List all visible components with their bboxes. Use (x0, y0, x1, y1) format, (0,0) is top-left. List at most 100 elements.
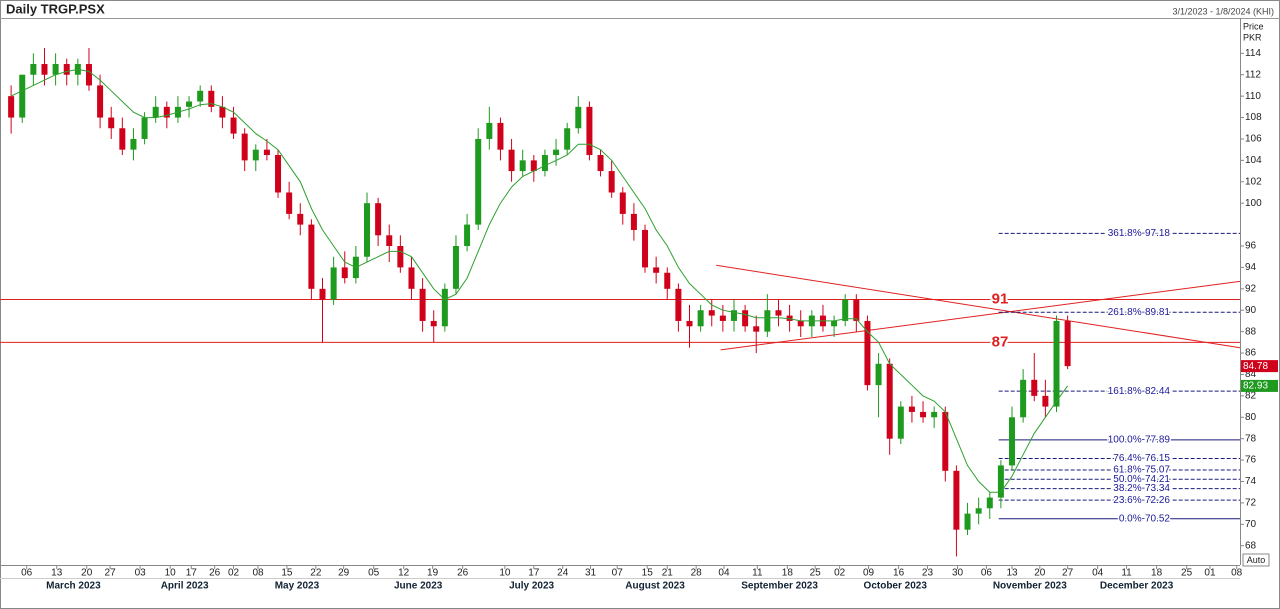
candle-body (363, 203, 370, 257)
candle-body (452, 246, 459, 289)
x-tick-label: 24 (557, 568, 569, 579)
fib-label: 23.6%-72.26 (1113, 495, 1170, 506)
fib-label: 361.8%-97.18 (1108, 228, 1171, 239)
fib-label: 261.8%-89.81 (1108, 307, 1171, 318)
candle-body (664, 272, 671, 289)
candle-body (263, 149, 270, 156)
fib-label: 0.0%-70.52 (1119, 513, 1171, 524)
level-label: 87 (992, 333, 1009, 350)
candle-body (41, 64, 48, 75)
candle-body (319, 288, 326, 300)
candle-body (1020, 379, 1027, 418)
candle-body (1042, 395, 1049, 407)
x-tick-label: 20 (1034, 568, 1046, 579)
x-tick-label: 15 (281, 568, 293, 579)
candle-body (753, 326, 760, 332)
candle-body (630, 213, 637, 230)
x-tick-label: 08 (1231, 568, 1243, 579)
candle-body (85, 64, 92, 86)
candle-body (330, 267, 337, 300)
candle-body (920, 411, 927, 418)
y-tick-label: 68 (1245, 540, 1257, 551)
candle-body (297, 213, 304, 225)
candle-body (675, 288, 682, 321)
candle-body (775, 310, 782, 316)
last-price-tag-label: 84.78 (1243, 361, 1268, 372)
candle-body (308, 224, 315, 289)
y-tick-label: 110 (1245, 91, 1261, 102)
x-tick-label: 17 (186, 568, 198, 579)
auto-button-label[interactable]: Auto (1247, 555, 1266, 565)
y-tick-label: 88 (1245, 326, 1257, 337)
fib-label: 100.0%-77.89 (1108, 435, 1171, 446)
candle-body (764, 310, 771, 332)
y-tick-label: 72 (1245, 498, 1257, 509)
candle-body (163, 106, 170, 118)
candle-body (1031, 379, 1038, 396)
x-tick-label: 02 (228, 568, 240, 579)
fib-label: 38.2%-73.34 (1113, 483, 1170, 494)
trendline (716, 264, 1241, 349)
candle-body (575, 106, 582, 129)
x-tick-label: 25 (810, 568, 822, 579)
candle-body (97, 85, 104, 118)
candle-body (964, 513, 971, 530)
candle-body (52, 64, 59, 75)
y-tick-label: 78 (1245, 433, 1257, 444)
x-tick-label: 07 (612, 568, 624, 579)
candle-body (975, 508, 982, 514)
candle-body (186, 101, 193, 107)
candle-body (375, 203, 382, 236)
x-tick-label: 15 (642, 568, 654, 579)
candle-body (197, 90, 204, 102)
candle-body (953, 470, 960, 530)
auto-button[interactable] (1242, 553, 1270, 567)
candle-body (486, 122, 493, 139)
candle-body (252, 149, 259, 161)
candle-body (608, 171, 615, 193)
candle-body (152, 106, 159, 118)
x-tick-label: 06 (981, 568, 993, 579)
candle-body (908, 406, 915, 412)
candle-body (864, 320, 871, 386)
x-tick-label: 06 (21, 568, 33, 579)
candle-body (1053, 320, 1060, 407)
x-tick-label: 25 (1181, 568, 1193, 579)
y-tick-label: 92 (1245, 283, 1257, 294)
month-label: April 2023 (161, 581, 209, 592)
candle-body (797, 320, 804, 327)
date-range: 3/1/2023 - 1/8/2024 (KHI) (1172, 6, 1274, 16)
x-tick-label: 13 (51, 568, 63, 579)
candle-body (219, 106, 226, 118)
x-tick-label: 26 (457, 568, 469, 579)
candle-body (130, 138, 137, 150)
candle-body (931, 411, 938, 418)
month-label: November 2023 (993, 581, 1067, 592)
x-tick-label: 11 (752, 568, 763, 579)
candle-body (530, 160, 537, 172)
candle-body (597, 155, 604, 172)
candle-body (875, 363, 882, 386)
x-tick-label: 13 (1006, 568, 1018, 579)
y-tick-label: 96 (1245, 241, 1257, 252)
month-label: December 2023 (1100, 581, 1174, 592)
x-tick-label: 17 (528, 568, 540, 579)
x-tick-label: 11 (1121, 568, 1132, 579)
candle-body (241, 133, 248, 161)
x-tick-label: 18 (782, 568, 794, 579)
candle-body (831, 320, 838, 327)
candle-body (430, 320, 437, 327)
candle-body (275, 155, 282, 193)
candle-body (619, 192, 626, 214)
candle-body (208, 90, 215, 107)
candle-body (564, 128, 571, 150)
y-tick-label: 80 (1245, 412, 1257, 423)
candle-body (842, 299, 849, 321)
candle-body (464, 224, 471, 247)
candle-body (63, 64, 70, 75)
candle-body (386, 235, 393, 247)
candle-body (519, 160, 526, 172)
month-label: June 2023 (394, 581, 443, 592)
candle-body (1009, 417, 1016, 466)
x-tick-label: 04 (1092, 568, 1104, 579)
